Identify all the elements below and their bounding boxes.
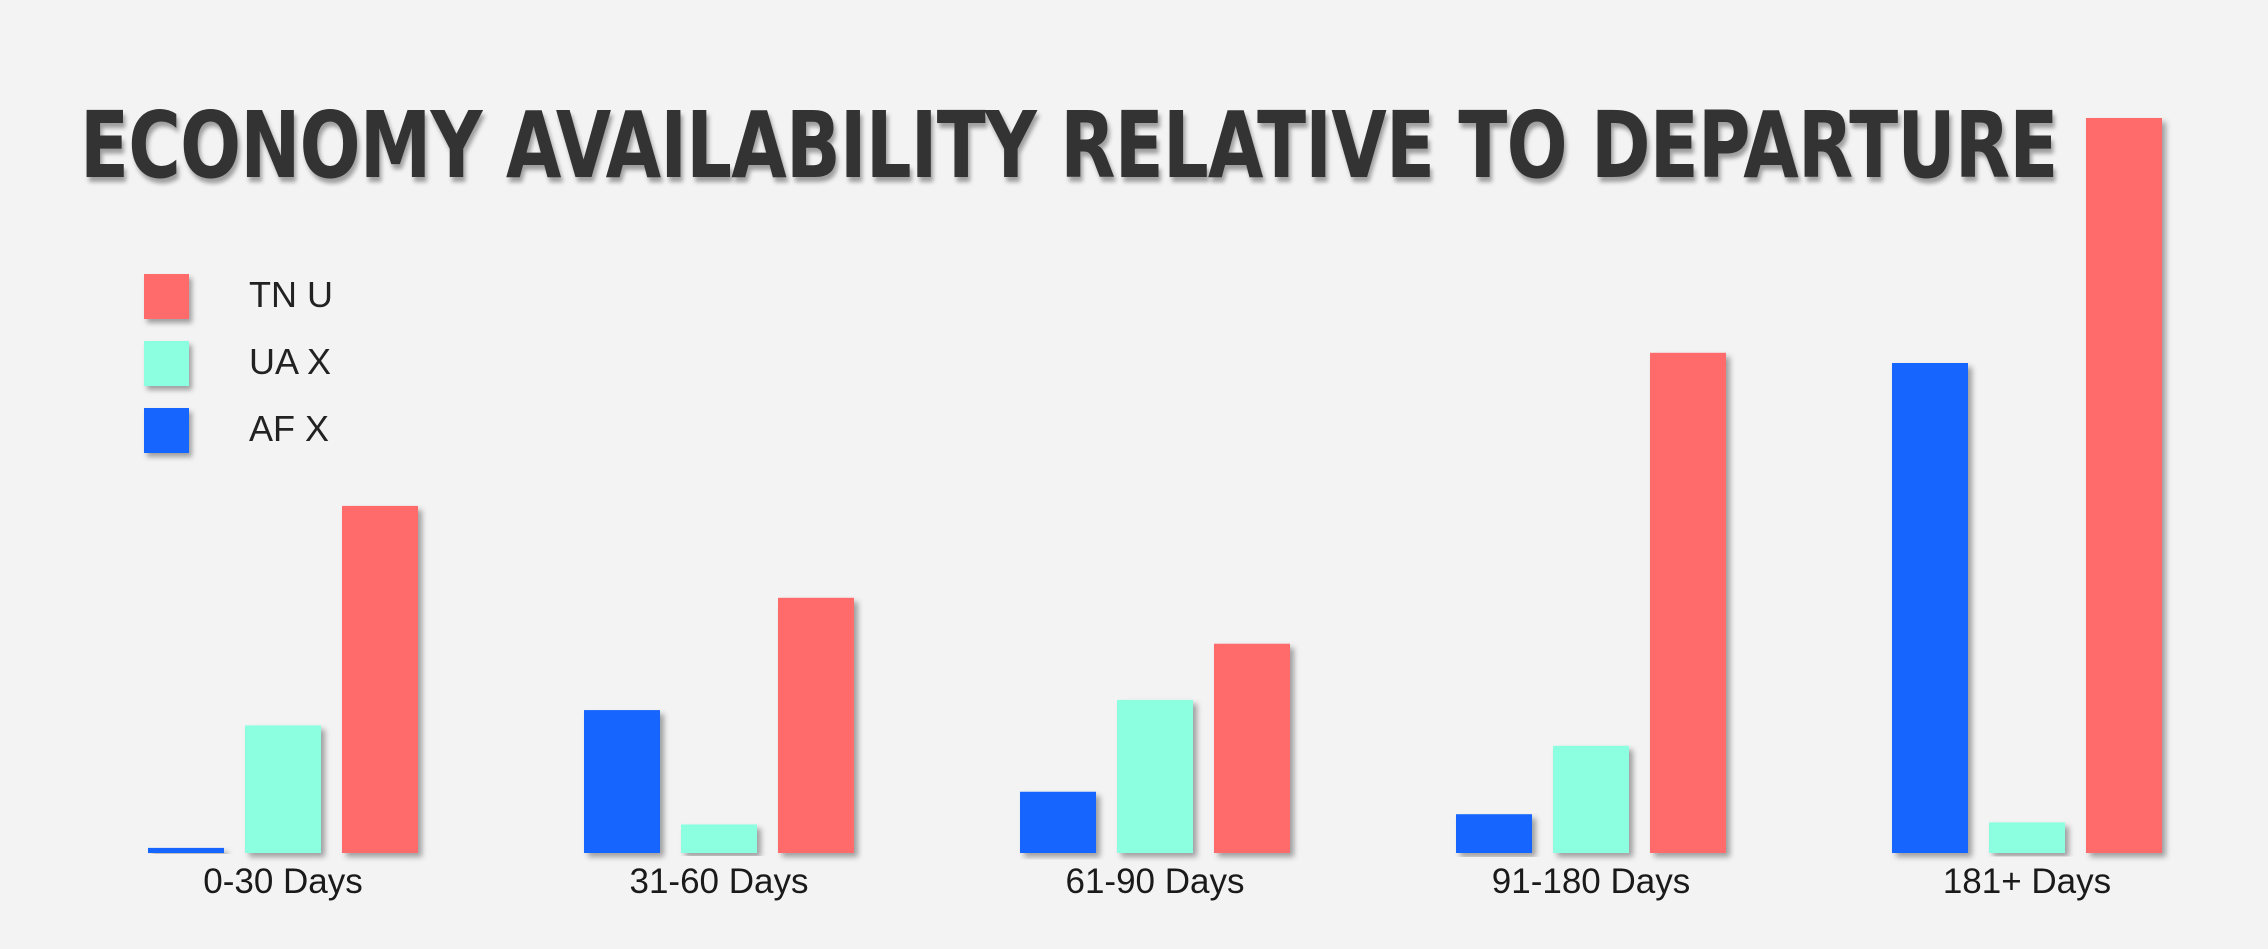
category-label-1: 31-60 Days	[630, 862, 809, 901]
bar-af-x-2	[1020, 791, 1096, 853]
bar-ua-x-1	[681, 824, 757, 853]
bar-ua-x-3	[1553, 745, 1629, 853]
category-label-0: 0-30 Days	[203, 862, 363, 901]
bars-group	[148, 118, 2162, 853]
legend-label-ua-x: UA X	[249, 341, 332, 382]
bar-tn-u-4	[2086, 118, 2162, 853]
legend-swatch-tn-u	[144, 274, 189, 319]
chart-title: ECONOMY AVAILABILITY RELATIVE TO DEPARTU…	[80, 92, 2058, 199]
bar-ua-x-0	[245, 725, 321, 853]
bar-ua-x-2	[1117, 699, 1193, 853]
bar-tn-u-0	[342, 505, 418, 853]
bar-tn-u-3	[1650, 352, 1726, 853]
category-labels-group: 0-30 Days 31-60 Days 61-90 Days 91-180 Days…	[203, 862, 2111, 901]
bar-tn-u-2	[1214, 643, 1290, 853]
bar-af-x-4	[1892, 363, 1968, 853]
legend-swatch-af-x	[144, 408, 189, 453]
bar-af-x-3	[1456, 814, 1532, 853]
category-label-4: 181+ Days	[1943, 862, 2111, 901]
bar-af-x-0	[148, 847, 224, 853]
bar-ua-x-4	[1989, 822, 2065, 853]
bar-tn-u-1	[778, 597, 854, 853]
legend-label-af-x: AF X	[249, 408, 330, 449]
category-label-3: 91-180 Days	[1492, 862, 1690, 901]
category-label-2: 61-90 Days	[1066, 862, 1245, 901]
bar-af-x-1	[584, 710, 660, 853]
legend-swatch-ua-x	[144, 341, 189, 386]
legend-label-tn-u: TN U	[249, 274, 333, 315]
